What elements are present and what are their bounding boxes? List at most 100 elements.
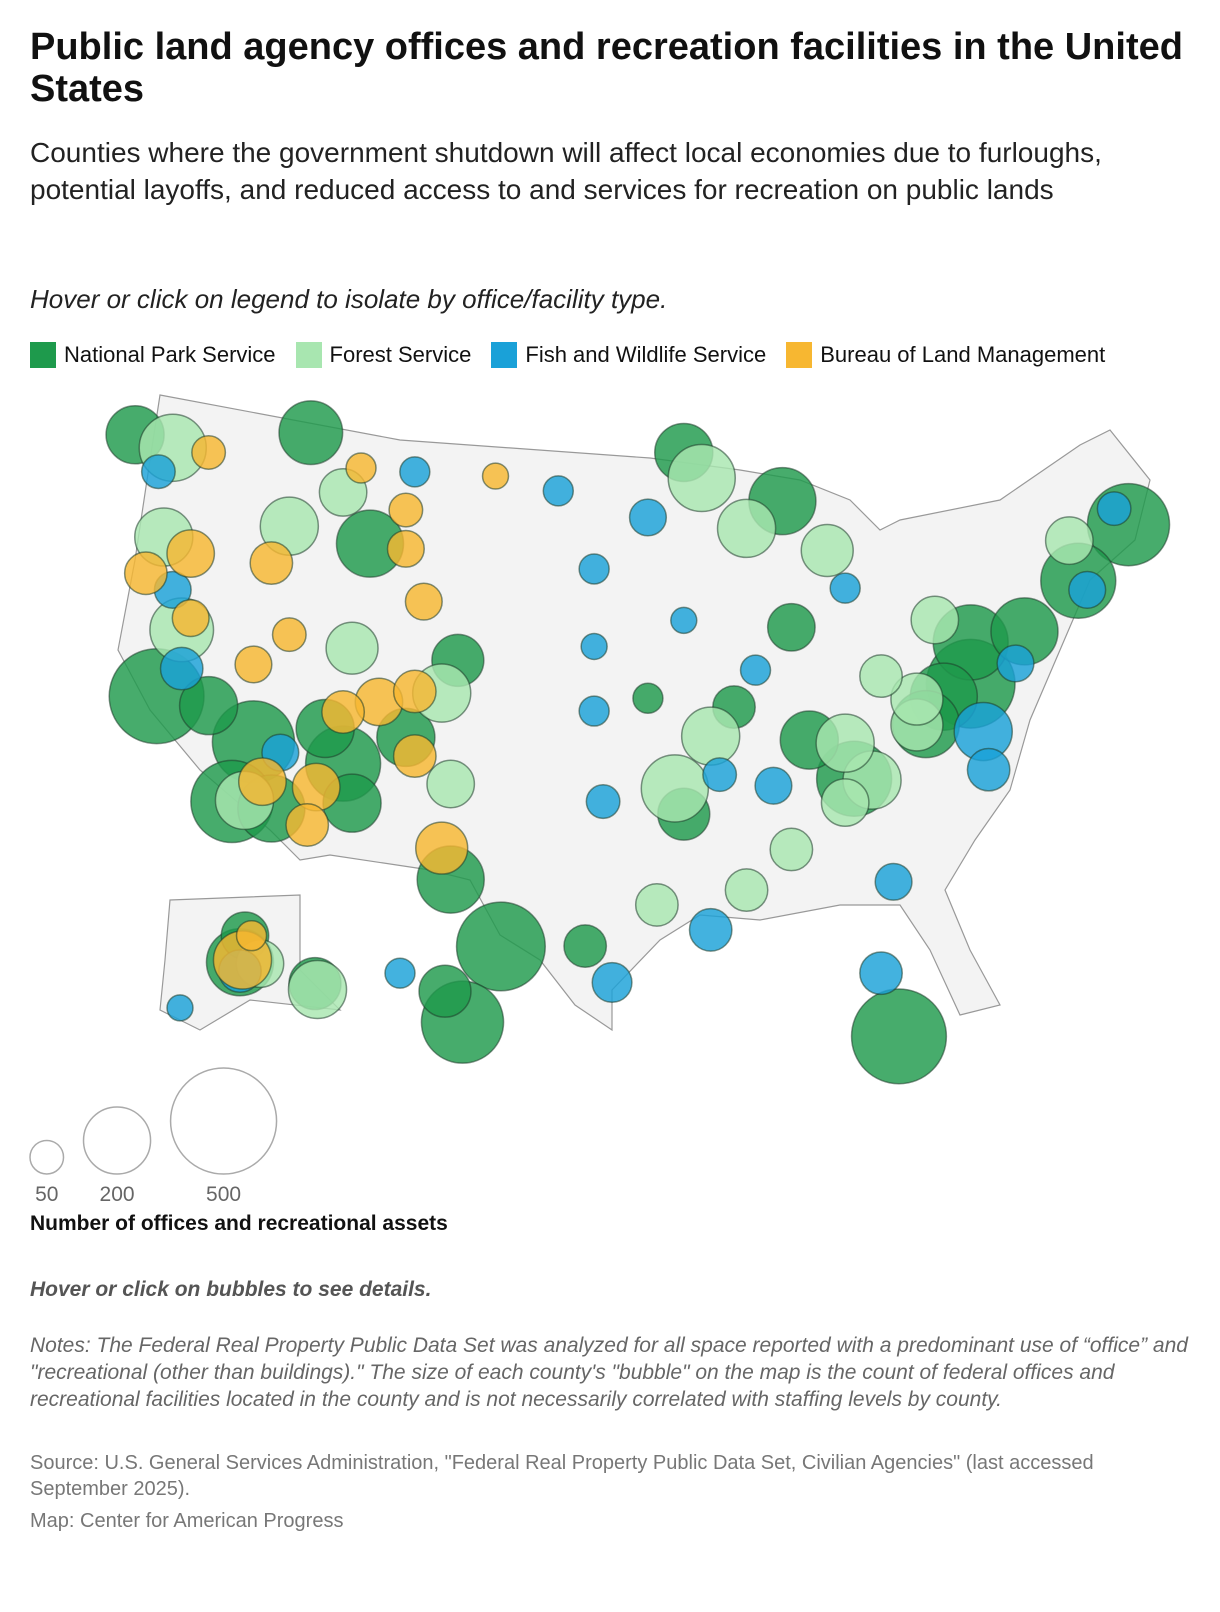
bubbles xyxy=(105,400,1171,1085)
bubble[interactable] xyxy=(191,434,227,470)
bubble[interactable] xyxy=(680,706,741,766)
legend-label: National Park Service xyxy=(64,342,276,367)
bubble[interactable] xyxy=(716,498,777,559)
bubble[interactable] xyxy=(171,599,210,638)
bubble[interactable] xyxy=(399,456,431,488)
bubble[interactable] xyxy=(667,443,736,513)
bubble[interactable] xyxy=(388,492,424,528)
map: 50 200 500 xyxy=(29,394,1171,1206)
bubble[interactable] xyxy=(481,462,510,490)
legend-item[interactable]: National Park Service xyxy=(30,342,276,368)
bubble[interactable] xyxy=(1044,516,1094,566)
bubble[interactable] xyxy=(271,617,307,653)
bubble[interactable] xyxy=(325,621,379,675)
bubble[interactable] xyxy=(766,602,816,652)
bubble[interactable] xyxy=(1068,570,1107,610)
legend-swatch xyxy=(491,342,518,368)
bubble[interactable] xyxy=(724,868,769,913)
bubble[interactable] xyxy=(632,682,664,715)
bubble[interactable] xyxy=(291,762,341,812)
bubble[interactable] xyxy=(910,595,960,645)
bubble[interactable] xyxy=(426,759,476,809)
bubble[interactable] xyxy=(578,695,610,727)
bubble[interactable] xyxy=(285,803,330,847)
size-legend-label: 500 xyxy=(206,1183,241,1206)
legend-swatch xyxy=(786,342,813,368)
size-legend: 50 200 500 xyxy=(29,1067,278,1206)
bubble[interactable] xyxy=(850,988,948,1085)
legend-item[interactable]: Bureau of Land Management xyxy=(786,342,1105,368)
bubble[interactable] xyxy=(578,553,610,585)
bubble[interactable] xyxy=(159,646,204,691)
bubble[interactable] xyxy=(415,821,469,875)
size-legend-label: 200 xyxy=(100,1183,135,1206)
legend-label: Fish and Wildlife Service xyxy=(525,342,767,367)
bubble[interactable] xyxy=(392,734,437,779)
bubble[interactable] xyxy=(628,498,668,537)
bubble[interactable] xyxy=(235,919,268,952)
bubble[interactable] xyxy=(542,475,575,507)
bubble[interactable] xyxy=(234,645,273,684)
bubble[interactable] xyxy=(580,632,608,661)
size-legend-title: Number of offices and recreational asset… xyxy=(30,1212,448,1235)
bubble[interactable] xyxy=(800,523,854,578)
legend-label: Bureau of Land Management xyxy=(820,342,1106,367)
bubble[interactable] xyxy=(591,961,633,1004)
credit: Map: Center for American Progress xyxy=(30,1510,344,1532)
bubble[interactable] xyxy=(404,582,443,621)
bubble[interactable] xyxy=(640,754,710,823)
bubble[interactable] xyxy=(1096,491,1132,527)
bubble[interactable] xyxy=(634,882,679,927)
bubble[interactable] xyxy=(890,672,944,726)
bubble[interactable] xyxy=(859,654,903,699)
bubble[interactable] xyxy=(123,551,168,596)
size-legend-circle xyxy=(82,1106,152,1175)
legend: National Park Service Forest Service Fish … xyxy=(30,342,1190,368)
bubble[interactable] xyxy=(249,541,294,586)
bubble[interactable] xyxy=(287,959,348,1020)
hint: Hover or click on bubbles to see details… xyxy=(30,1278,432,1301)
bubble[interactable] xyxy=(769,827,814,872)
legend-swatch xyxy=(295,342,322,368)
bubble[interactable] xyxy=(754,766,793,805)
bubble[interactable] xyxy=(966,747,1011,792)
subtitle: Counties where the government shutdown w… xyxy=(30,137,1102,205)
bubble[interactable] xyxy=(820,778,870,828)
bubble[interactable] xyxy=(815,713,875,773)
bubble[interactable] xyxy=(418,964,472,1018)
size-legend-circle xyxy=(29,1139,65,1175)
bubble[interactable] xyxy=(392,669,437,714)
bubble[interactable] xyxy=(178,675,239,736)
bubble[interactable] xyxy=(384,957,416,989)
bubble[interactable] xyxy=(140,454,176,490)
bubble[interactable] xyxy=(237,757,287,807)
bubble[interactable] xyxy=(739,654,772,686)
legend-item[interactable]: Fish and Wildlife Service xyxy=(491,342,766,368)
legend-swatch xyxy=(30,342,56,368)
bubble[interactable] xyxy=(688,907,733,952)
bubble[interactable] xyxy=(563,924,608,968)
bubble[interactable] xyxy=(670,606,698,635)
legend-item[interactable]: Forest Service xyxy=(295,342,472,368)
bubble[interactable] xyxy=(455,901,546,992)
bubble[interactable] xyxy=(166,994,194,1022)
size-legend-circle xyxy=(169,1067,278,1175)
bubble[interactable] xyxy=(585,784,621,820)
bubble[interactable] xyxy=(386,529,425,568)
source: Source: U.S. General Services Administra… xyxy=(30,1452,1094,1500)
instruction: Hover or click on legend to isolate by o… xyxy=(30,284,668,314)
size-legend-label: 50 xyxy=(35,1183,58,1206)
bubble[interactable] xyxy=(321,690,366,734)
title: Public land agency offices and recreatio… xyxy=(30,26,1183,110)
bubble[interactable] xyxy=(278,400,344,466)
notes: Notes: The Federal Real Property Public … xyxy=(30,1334,1188,1411)
bubble[interactable] xyxy=(829,572,861,604)
bubble[interactable] xyxy=(859,951,903,996)
legend-label: Forest Service xyxy=(329,342,472,367)
bubble[interactable] xyxy=(345,452,377,484)
bubble[interactable] xyxy=(874,862,913,901)
bubble[interactable] xyxy=(166,529,216,578)
bubble[interactable] xyxy=(996,644,1035,683)
bubble[interactable] xyxy=(702,757,738,793)
